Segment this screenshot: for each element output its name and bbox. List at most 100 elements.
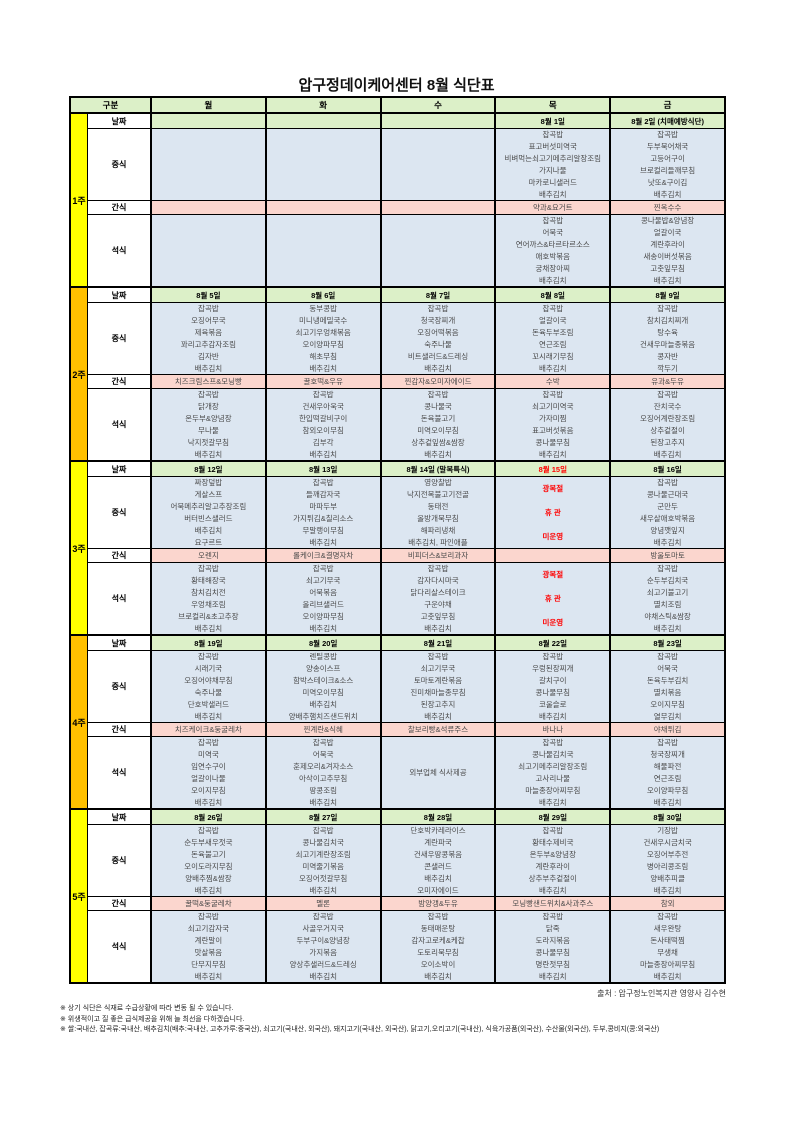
menu-item: 멸치볶음	[653, 687, 682, 697]
menu-item: 가지튀김&칠리소스	[293, 513, 354, 523]
lunch-cell: 잡곡밥 참치김치찌개 탕수육 건새우마늘종볶음 콩자반 깍두기	[609, 302, 724, 374]
menu-item: 미역줄기볶음	[302, 861, 344, 871]
menu-item: 새우살애호박볶음	[639, 513, 696, 523]
menu-item: 올리브샐러드	[302, 599, 344, 609]
menu-item: 잡곡밥	[427, 389, 449, 399]
menu-item: 잡곡밥	[312, 825, 334, 835]
menu-item: 오징어무국	[191, 315, 226, 325]
lunch-cell: 짜장덮밥 게살스프 어묵메추리알고추장조림 버터빈스샐러드 배추김치 요구르트	[150, 476, 265, 548]
menu-item: 오이지무침	[191, 785, 226, 795]
menu-item: 청국장찌개	[420, 315, 456, 325]
date-cell: 8월 28일	[379, 810, 495, 824]
menu-item: 잡곡밥	[427, 911, 449, 921]
menu-item: 잡곡밥	[542, 911, 564, 921]
menu-item: 배추김치	[309, 363, 337, 373]
menu-item: 배추김치	[538, 885, 567, 895]
menu-item: 오이양파무침	[302, 611, 344, 621]
menu-item: 배추김치	[194, 449, 223, 459]
menu-item: 콩나물국	[424, 401, 452, 411]
menu-item: 오미자에이드	[417, 885, 459, 895]
menu-item: 기장밥	[657, 825, 678, 835]
row-label-dinner: 석식	[88, 388, 150, 460]
menu-item: 배추김치	[424, 711, 452, 721]
snack-cell: 바나나	[494, 722, 610, 736]
day-header: 월	[150, 98, 265, 112]
menu-item: 닭개장	[198, 401, 219, 411]
menu-item: 어묵메추리알고추장조림	[170, 501, 247, 511]
menu-item: 잡곡밥	[312, 389, 334, 399]
menu-item: 잡곡밥	[542, 737, 564, 747]
row-label-dinner: 석식	[88, 562, 150, 634]
menu-item: 쇠고기우엉채볶음	[295, 327, 351, 337]
day-header: 목	[494, 98, 610, 112]
menu-item: 꽈리고추감자조림	[180, 339, 236, 349]
menu-item: 양배추찜&쌈장	[185, 873, 232, 883]
menu-item: 배추김치	[653, 537, 682, 547]
dinner-cell: 잡곡밥 잔치국수 오징어계란장조림 상추겉절이 된장고추지 배추김치	[609, 388, 724, 460]
menu-item: 토마토계란볶음	[413, 675, 463, 685]
row-label-dinner: 석식	[88, 214, 150, 286]
menu-item: 어묵국	[312, 749, 334, 759]
menu-item: 잡곡밥	[657, 737, 678, 747]
snack-cell	[264, 200, 380, 214]
menu-item: 탕수육	[657, 327, 678, 337]
snack-cell: 찐감자&오미자에이드	[379, 374, 495, 388]
menu-item: 오징어야채무침	[184, 675, 233, 685]
menu-item: 휴 관	[544, 507, 561, 517]
row-label-date: 날짜	[88, 462, 150, 476]
footer-note: ※ 쌀:국내산, 잡곡류:국내산, 배추김치(배추:국내산, 고추가루:중국산)…	[60, 1026, 660, 1033]
date-cell: 8월 7일	[379, 288, 495, 302]
row-label-lunch: 중식	[88, 650, 150, 722]
menu-item: 짜장덮밥	[194, 477, 223, 487]
menu-item: 쇠고기메추리알장조림	[518, 761, 588, 771]
menu-item: 잡곡밥	[198, 303, 219, 313]
menu-item: 시래기국	[194, 663, 223, 673]
dinner-cell: 잡곡밥 닭죽 도라지볶음 콩나물무침 명란젓무침 배추김치	[494, 910, 610, 982]
menu-item: 낙지전복불고기전골	[406, 489, 470, 499]
menu-item: 배추김치	[194, 525, 223, 535]
menu-item: 배추김치	[194, 885, 223, 895]
menu-item: 잡곡밥	[312, 911, 334, 921]
menu-item: 연근조림	[538, 339, 567, 349]
date-cell: 8월 27일	[264, 810, 380, 824]
week-label: 3주	[71, 462, 88, 634]
menu-item: 숙주나물	[194, 687, 223, 697]
snack-cell: 비피더스&보리과자	[379, 548, 495, 562]
menu-item: 온두부&양념장	[185, 413, 232, 423]
menu-item: 배추김치	[538, 711, 567, 721]
menu-item: 양배추피클	[650, 873, 685, 883]
menu-item: 렌틸콩밥	[309, 651, 337, 661]
menu-item: 진미채마늘종무침	[410, 687, 466, 697]
menu-item: 콩나물김치국	[302, 837, 344, 847]
menu-item: 쇠고기감자국	[187, 923, 230, 933]
menu-item: 오이도라지무침	[184, 861, 233, 871]
menu-item: 잡곡밥	[657, 477, 678, 487]
date-cell: 8월 2일 (치매예방식단)	[609, 114, 724, 128]
menu-item: 가자미찜	[538, 413, 567, 423]
snack-cell: 꿀떡&둥굴레차	[150, 896, 265, 910]
lunch-cell: 잡곡밥 어묵국 돈육두부김치 멸치볶음 오이지무침 열무김치	[609, 650, 724, 722]
menu-item: 낙지젓갈무침	[187, 437, 230, 447]
row-label-snack: 간식	[88, 896, 150, 910]
menu-item: 배추김치	[538, 449, 567, 459]
menu-item: 땅콩조림	[309, 785, 337, 795]
lunch-cell	[150, 128, 265, 200]
menu-item: 배추김치	[538, 275, 567, 285]
menu-item: 배추김치	[309, 537, 337, 547]
menu-item: 돈사태떡찜	[650, 935, 685, 945]
snack-cell: 치즈케이크&둥굴레차	[150, 722, 265, 736]
menu-item: 잡곡밥	[198, 651, 219, 661]
date-cell: 8월 6일	[264, 288, 380, 302]
dinner-cell: 잡곡밥 감자다시마국 닭다리살스테이크 구운야채 고춧잎무침 배추김치	[379, 562, 495, 634]
menu-item: 계란파국	[424, 837, 452, 847]
menu-item: 온두부&양념장	[529, 849, 576, 859]
date-cell: 8월 19일	[150, 636, 265, 650]
menu-item: 건새우땅콩볶음	[413, 849, 463, 859]
week-block: 2주 날짜 8월 5일 8월 6일 8월 7일 8월 8일 8월 9일 중식 잡곡밥 오징어무국 제…	[71, 286, 724, 460]
menu-item: 된장고추지	[650, 437, 685, 447]
menu-item: 도라지볶음	[535, 935, 571, 945]
snack-cell	[379, 200, 495, 214]
menu-item: 새우완탕	[653, 923, 682, 933]
date-cell: 8월 20일	[264, 636, 380, 650]
